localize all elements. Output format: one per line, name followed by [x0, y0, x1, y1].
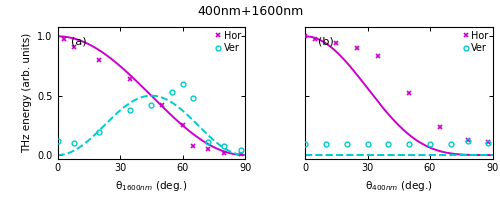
Hor: [238, 153, 244, 155]
Ver: [71, 142, 77, 144]
Ver: [238, 149, 244, 152]
Ver: [364, 143, 370, 146]
Ver: [96, 131, 102, 134]
Ver: [302, 143, 308, 146]
Hor: [406, 92, 412, 95]
Text: (b): (b): [318, 36, 334, 46]
Hor: [221, 151, 227, 154]
Hor: [375, 55, 381, 58]
Line: Hor: Hor: [302, 34, 491, 144]
Hor: [438, 125, 444, 128]
Legend: Hor, Ver: Hor, Ver: [460, 30, 490, 54]
Hor: [61, 37, 67, 40]
Ver: [427, 143, 433, 146]
Line: Ver: Ver: [55, 81, 244, 153]
Hor: [204, 148, 210, 150]
X-axis label: θ$_{1600nm}$ (deg.): θ$_{1600nm}$ (deg.): [115, 179, 188, 193]
Text: 400nm+1600nm: 400nm+1600nm: [197, 5, 303, 18]
Hor: [190, 144, 196, 147]
Legend: Hor, Ver: Hor, Ver: [213, 30, 242, 54]
Ver: [180, 83, 186, 85]
Line: Ver: Ver: [302, 138, 491, 147]
Hor: [71, 46, 77, 48]
Ver: [406, 143, 412, 146]
Hor: [354, 47, 360, 49]
Y-axis label: THz energy (arb. units): THz energy (arb. units): [22, 33, 32, 153]
Ver: [128, 109, 134, 111]
X-axis label: θ$_{400nm}$ (deg.): θ$_{400nm}$ (deg.): [365, 179, 432, 193]
Ver: [54, 140, 60, 142]
Ver: [148, 104, 154, 107]
Ver: [323, 143, 329, 146]
Hor: [180, 124, 186, 127]
Hor: [312, 37, 318, 40]
Ver: [190, 97, 196, 99]
Ver: [448, 143, 454, 146]
Hor: [96, 59, 102, 61]
Text: (a): (a): [70, 36, 86, 46]
Line: Hor: Hor: [62, 36, 244, 156]
Ver: [221, 144, 227, 147]
Ver: [204, 141, 210, 143]
Hor: [302, 35, 308, 37]
Hor: [333, 42, 339, 45]
Hor: [128, 78, 134, 80]
Hor: [486, 141, 492, 143]
Ver: [169, 91, 175, 93]
Ver: [464, 140, 470, 142]
Ver: [386, 143, 392, 146]
Ver: [344, 143, 349, 146]
Hor: [464, 138, 470, 141]
Ver: [486, 142, 492, 144]
Hor: [158, 104, 164, 107]
